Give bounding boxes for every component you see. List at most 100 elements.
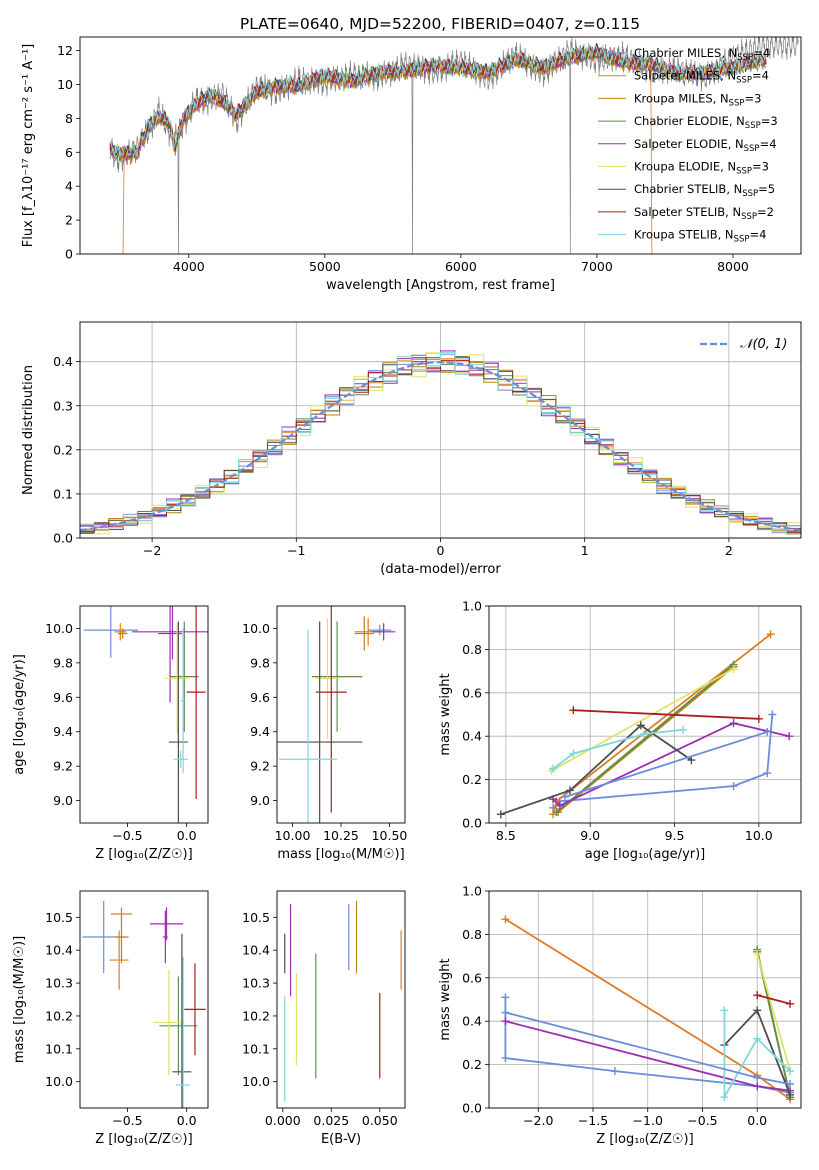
legend-entry: Chabrier STELIB, NSSP=5 — [634, 182, 775, 199]
plot-area-mass-vs-Z — [82, 900, 206, 1108]
weight-series-6 — [500, 724, 692, 816]
weight-marker — [753, 949, 762, 958]
x-tick-label: 9.0 — [580, 828, 600, 843]
x-tick-label: 6000 — [445, 259, 477, 274]
y-axis-label: Flux [f_λ10⁻¹⁷ erg cm⁻² s⁻¹ A⁻¹] — [21, 44, 36, 248]
y-tick-label: 0.0 — [462, 816, 482, 831]
x-tick-label: −1 — [287, 543, 305, 558]
normal-curve — [80, 360, 801, 532]
y-tick-label: 0 — [65, 247, 73, 262]
y-tick-label: 10 — [57, 77, 73, 92]
y-tick-label: 12 — [57, 43, 73, 58]
legend-entry: Chabrier MILES, NSSP=4 — [634, 46, 770, 63]
figure-title: PLATE=0640, MJD=52200, FIBERID=0407, z=0… — [240, 15, 640, 33]
weight-series-4 — [552, 722, 790, 807]
y-tick-label: 10.3 — [242, 976, 270, 991]
plot-area-spectrum — [109, 37, 799, 254]
weight-marker — [720, 1093, 729, 1102]
y-axis-label: mass weight — [438, 673, 453, 755]
weight-marker — [753, 1073, 762, 1082]
x-tick-label: 0.000 — [265, 1113, 301, 1128]
x-tick-label: 10.00 — [275, 828, 311, 843]
y-tick-label: 10.2 — [45, 1008, 73, 1023]
weight-marker — [687, 756, 696, 765]
y-tick-label: 2 — [65, 213, 73, 228]
y-tick-label: 10.4 — [242, 943, 270, 958]
y-tick-label: 9.6 — [250, 690, 270, 705]
x-tick-label: 0.050 — [362, 1113, 398, 1128]
y-tick-label: 9.4 — [250, 724, 270, 739]
x-axis-label: mass [log₁₀(M/M☉)] — [277, 847, 404, 862]
weight-marker — [768, 710, 777, 719]
legend-entry: Kroupa ELODIE, NSSP=3 — [634, 160, 769, 177]
panel-mass-vs-EBV: 0.000 0.025 0.050 10.0 10.1 10.2 10.3 10.4 10.5 E… — [242, 890, 406, 1147]
y-tick-label: 9.2 — [53, 759, 73, 774]
weight-marker — [729, 719, 738, 728]
y-tick-label: 10.0 — [242, 621, 270, 636]
x-tick-label: 9.5 — [665, 828, 685, 843]
weight-marker — [763, 769, 772, 778]
legend-entry: Kroupa MILES, NSSP=3 — [634, 91, 761, 108]
y-tick-label: 9.6 — [53, 690, 73, 705]
x-axis-label: E(B-V) — [321, 1132, 361, 1147]
y-tick-label: 1.0 — [462, 884, 482, 899]
y-tick-label: 8 — [65, 111, 73, 126]
weight-marker — [501, 1008, 510, 1017]
y-tick-label: 9.8 — [250, 655, 270, 670]
legend-entry-normal: 𝒩(0, 1) — [740, 337, 787, 352]
weight-marker — [610, 1067, 619, 1076]
weight-marker — [786, 999, 795, 1008]
axes-frame — [79, 890, 209, 1109]
x-tick-label: 7000 — [581, 259, 613, 274]
axes-frame — [488, 890, 802, 1109]
weight-marker — [555, 801, 564, 810]
weight-marker — [754, 714, 763, 723]
y-tick-label: 10.5 — [45, 910, 73, 925]
x-tick-label: 5000 — [309, 259, 341, 274]
legend-entry: Salpeter MILES, NSSP=4 — [634, 69, 769, 86]
weight-marker — [565, 786, 574, 795]
weight-marker — [640, 730, 649, 739]
axes-frame — [79, 605, 209, 824]
panel-age-vs-mass: 10.00 10.25 10.50 9.0 9.2 9.4 9.6 9.8 10.0 mass [… — [242, 605, 408, 862]
y-tick-label: 10.2 — [242, 1008, 270, 1023]
y-tick-label: 0.6 — [462, 685, 482, 700]
x-axis-label: (data-model)/error — [380, 562, 501, 577]
y-tick-label: 0.1 — [53, 486, 73, 501]
y-axis-label: age [log₁₀(age/yr)] — [12, 654, 27, 775]
x-tick-label: −1.5 — [578, 1113, 608, 1128]
y-tick-label: 0.2 — [462, 772, 482, 787]
x-tick-label: 4000 — [173, 259, 205, 274]
legend-entry: Salpeter ELODIE, NSSP=4 — [634, 137, 777, 154]
weight-marker — [569, 749, 578, 758]
panel-massweight-vs-Z: −2.0 −1.5 −1.0 −0.5 0.0 0.0 0.2 0.4 0.6 0.8 1.0 Z [… — [438, 884, 802, 1147]
axes-frame — [276, 605, 406, 824]
model-spectrum-line-8 — [109, 43, 767, 158]
x-tick-label: 2 — [725, 543, 733, 558]
y-tick-label: 9.0 — [53, 793, 73, 808]
y-tick-label: 10.5 — [242, 910, 270, 925]
weight-marker — [501, 915, 510, 924]
weight-marker — [785, 732, 794, 741]
axes-frame — [79, 321, 802, 539]
x-tick-label: −0.5 — [687, 1113, 717, 1128]
weight-marker — [569, 706, 578, 715]
y-tick-label: 0.3 — [53, 398, 73, 413]
y-tick-label: 0.4 — [462, 1014, 482, 1029]
weight-marker — [729, 664, 738, 673]
x-tick-label: 10.0 — [745, 828, 773, 843]
y-tick-label: 9.8 — [53, 655, 73, 670]
y-tick-label: 9.4 — [53, 724, 73, 739]
axes-frame — [488, 605, 802, 824]
x-tick-label: 10.50 — [372, 828, 408, 843]
x-axis-label: Z [log₁₀(Z/Z☉)] — [95, 1132, 192, 1147]
plot-area-age-vs-Z — [83, 606, 208, 823]
x-tick-label: 0.0 — [177, 828, 197, 843]
y-tick-label: 10.0 — [45, 621, 73, 636]
weight-marker — [496, 810, 505, 819]
y-tick-label: 0.4 — [462, 729, 482, 744]
weight-marker — [552, 808, 561, 817]
x-axis-label: Z [log₁₀(Z/Z☉)] — [596, 1132, 693, 1147]
weight-series-7 — [573, 709, 759, 720]
x-tick-label: −1.0 — [633, 1113, 663, 1128]
